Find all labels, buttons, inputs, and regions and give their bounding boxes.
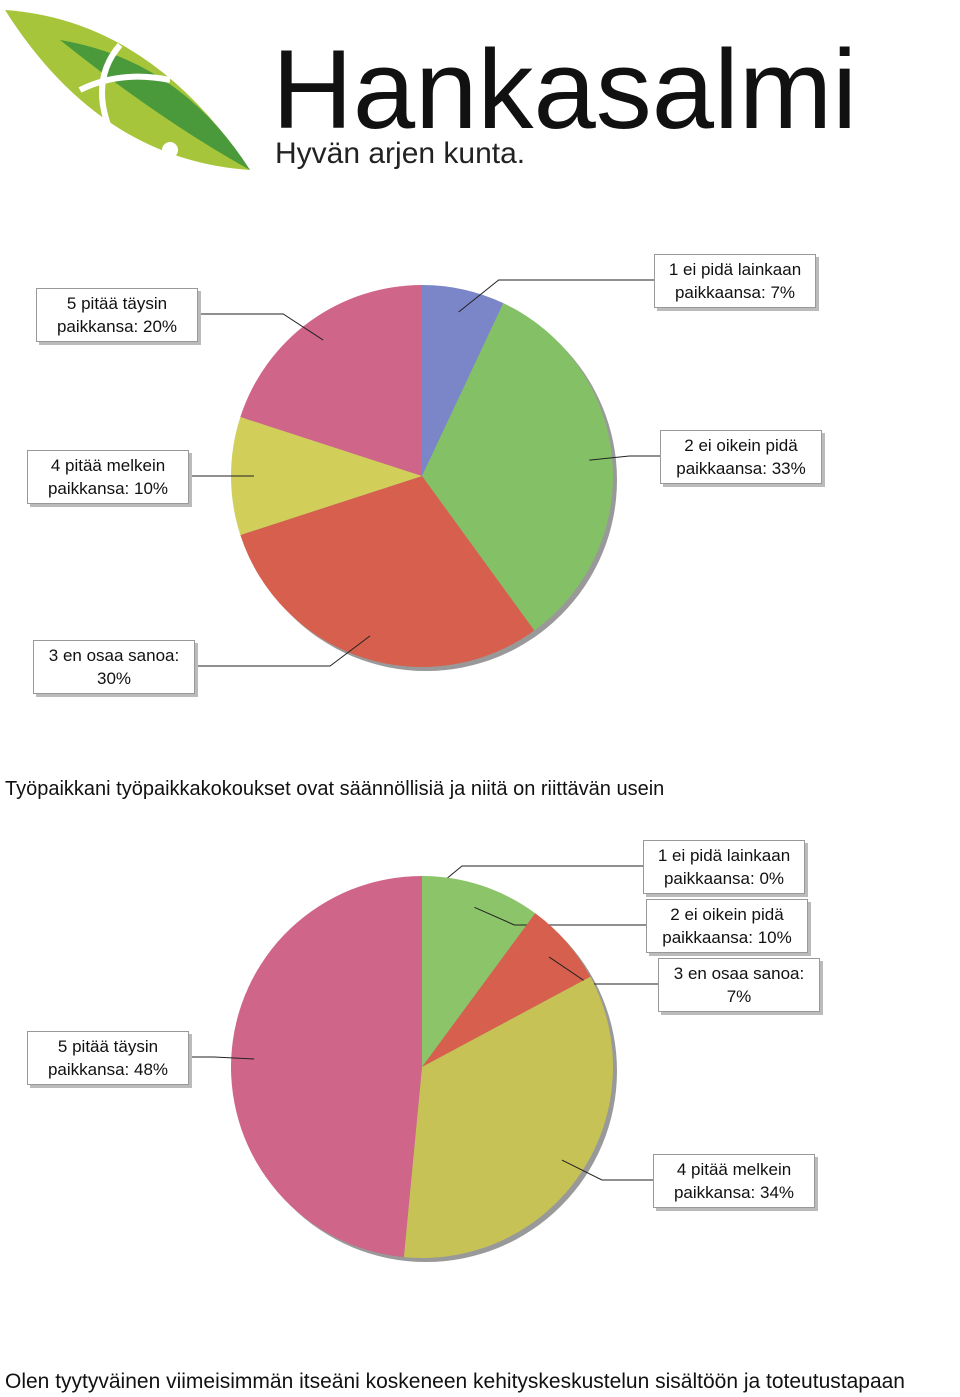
- value-label: 48%: [133, 1060, 169, 1079]
- logo-leaf: [5, 10, 250, 170]
- slice-label: 1 ei pidä lainkaan paikkaansa: 7%: [654, 254, 816, 308]
- slice-label: 4 pitää melkein paikkansa: 10%: [27, 450, 189, 504]
- category-label: 3 en osaa sanoa:: [48, 646, 180, 665]
- slice-label: 2 ei oikein pidä paikkaansa: 33%: [660, 430, 822, 484]
- leader-line: [187, 1056, 255, 1060]
- leader-line: [474, 906, 646, 926]
- leader-line: [193, 635, 371, 667]
- category-label: 4 pitää melkein paikkansa:: [47, 456, 166, 498]
- leader-line: [458, 279, 654, 313]
- value-label: 0%: [759, 869, 785, 888]
- pie-slice: [422, 303, 613, 631]
- slice-label: 3 en osaa sanoa: 30%: [33, 640, 195, 694]
- category-label: 4 pitää melkein paikkansa:: [673, 1160, 792, 1202]
- leader-line: [561, 1159, 653, 1181]
- pie-slice: [422, 876, 536, 1067]
- logo-name: Hankasalmi: [272, 27, 857, 152]
- slice-label: 5 pitää täysin paikkansa: 48%: [27, 1031, 189, 1085]
- footer-title: Olen tyytyväinen viimeisimmän itseäni ko…: [5, 1370, 905, 1393]
- slice-label: 3 en osaa sanoa: 7%: [658, 958, 820, 1012]
- logo-slogan: Hyvän arjen kunta.: [275, 137, 525, 170]
- pie-slice: [422, 913, 591, 1067]
- value-label: 20%: [142, 317, 178, 336]
- value-label: 10%: [133, 479, 169, 498]
- value-label: 30%: [96, 669, 132, 688]
- slice-label: 1 ei pidä lainkaan paikkaansa: 0%: [643, 840, 805, 894]
- pie-slice: [403, 976, 614, 1258]
- category-label: 1 ei pidä lainkaan paikkaansa:: [657, 846, 791, 888]
- value-label: 34%: [759, 1183, 795, 1202]
- charts: [187, 279, 660, 1262]
- value-label: 7%: [726, 987, 752, 1006]
- leader-line: [589, 455, 660, 461]
- pie-slice: [230, 416, 422, 536]
- pie-slice: [240, 476, 535, 667]
- value-label: 7%: [770, 283, 796, 302]
- pie-slice: [422, 285, 504, 476]
- category-label: 1 ei pidä lainkaan paikkaansa:: [668, 260, 802, 302]
- slice-label: 5 pitää täysin paikkansa: 20%: [36, 288, 198, 342]
- value-label: 10%: [757, 928, 792, 947]
- leader-line: [196, 313, 324, 341]
- pie-slice: [230, 876, 422, 1258]
- category-label: 5 pitää täysin paikkansa:: [56, 294, 168, 336]
- slice-label: 2 ei oikein pidä paikkaansa: 10%: [646, 899, 808, 953]
- category-label: 2 ei oikein pidä paikkaansa:: [676, 436, 798, 478]
- pie-slice: [240, 285, 422, 476]
- category-label: 5 pitää täysin paikkansa:: [47, 1037, 159, 1079]
- slice-label: 4 pitää melkein paikkansa: 34%: [653, 1154, 815, 1208]
- category-label: 2 ei oikein pidä paikkaansa:: [662, 905, 784, 947]
- value-label: 33%: [771, 459, 806, 478]
- category-label: 3 en osaa sanoa:: [673, 964, 805, 983]
- chart-title: Työpaikkani työpaikkakokoukset ovat sään…: [5, 778, 665, 800]
